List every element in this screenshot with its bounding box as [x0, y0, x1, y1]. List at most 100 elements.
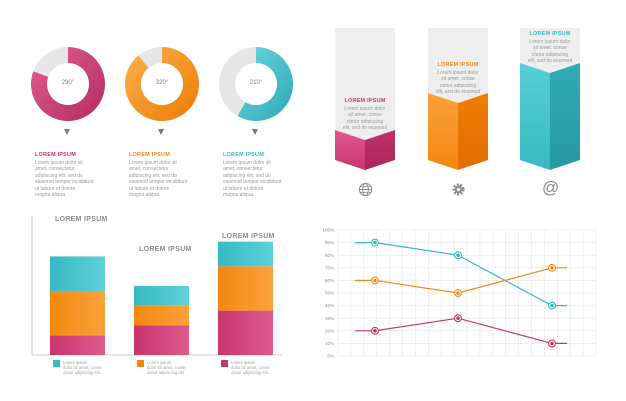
- donut-arc-2: [125, 47, 200, 122]
- pointer-icon: [252, 129, 258, 135]
- stacked-bar-segment: [218, 266, 273, 311]
- stacked-heading-1: LOREM IPSUM: [55, 216, 108, 223]
- data-point: [456, 316, 460, 320]
- banner-line: Lorem ipsum dolor: [437, 70, 479, 76]
- caption-line: ut labore et dolore: [35, 185, 76, 192]
- banner-line: ctetur adipiscing: [531, 51, 569, 58]
- banner-1-card: [335, 28, 395, 140]
- banner-2-text: LOREM IPSUM Lorem ipsum dolor sit amet, …: [428, 62, 488, 96]
- caption-line: Lorem ipsum dolor sit: [35, 160, 83, 166]
- legend-line: ctetur adipiscing elit: [63, 370, 100, 375]
- caption-line: magna aliqua.: [129, 192, 161, 199]
- banner-line: ctetur adipiscing: [346, 118, 384, 125]
- donut-hole: [141, 63, 183, 105]
- pointer-icon: [158, 129, 164, 135]
- banner-3-text: LOREM IPSUM Lorem ipsum dolor sit amet, …: [520, 31, 580, 65]
- legend-line: ctetur adipiscing elit: [231, 370, 268, 375]
- data-point: [456, 291, 460, 295]
- caption-line: amet, consectetur: [223, 166, 263, 173]
- banner-line: sit amet, conse: [533, 45, 567, 52]
- data-point: [550, 266, 554, 270]
- donut-arc-3: [237, 47, 293, 121]
- legend-swatch: [137, 360, 144, 367]
- legend-item-2: Lorem ipsum dolor sit amet, conse ctetur…: [137, 360, 186, 375]
- banner-2-card: [428, 28, 488, 103]
- banner-graphics: [335, 28, 580, 170]
- banner-3-right-face: [550, 63, 580, 170]
- banner-line: elit, sed do eiusmod: [342, 125, 388, 132]
- donut-caption-3: LOREM IPSUM Lorem ipsum dolor sit amet, …: [223, 152, 303, 198]
- caption-line: adipiscing elit, sed do: [223, 172, 271, 179]
- legend-line: Lorem ipsum: [147, 360, 172, 365]
- data-point: [550, 341, 554, 346]
- pointer-icon: [64, 129, 70, 135]
- stacked-bar-segment: [134, 305, 189, 326]
- banner-title: LOREM IPSUM: [437, 62, 479, 68]
- banner-line: sit amet, conse: [441, 76, 475, 83]
- caption-line: ut labore et dolore: [129, 185, 170, 192]
- stacked-heading-2: LOREM IPSUM: [139, 246, 192, 253]
- caption-line: magna aliqua.: [223, 192, 255, 199]
- banner-1-right-face: [365, 130, 395, 170]
- donut-arc-1: [31, 47, 106, 121]
- y-tick-label: 60%: [325, 278, 334, 283]
- caption-line: Lorem ipsum dolor sit: [223, 160, 271, 166]
- series-line-1: [355, 242, 567, 307]
- legend-line: dolor sit amet, conse: [63, 365, 102, 370]
- donut-label-3: 210°: [249, 80, 263, 86]
- y-tick-label: 80%: [325, 253, 334, 258]
- caption-line: magna aliqua.: [35, 192, 67, 199]
- legend-line: dolor sit amet, conse: [147, 365, 186, 370]
- stacked-bar-segment: [218, 310, 273, 355]
- stacked-bar-segment: [50, 256, 105, 291]
- banner-2-right-face: [458, 93, 488, 170]
- y-tick-label: 90%: [325, 240, 334, 245]
- donut-charts: [31, 47, 293, 122]
- legend-line: ctetur adipiscing elit: [147, 370, 184, 375]
- y-tick-label: 20%: [325, 328, 334, 333]
- at-sign-icon: @: [542, 178, 560, 197]
- data-point: [373, 278, 377, 283]
- donut-label-2: 320°: [155, 80, 169, 86]
- caption-line: adipiscing elit, sed do: [35, 172, 83, 179]
- banner-3-card: [520, 28, 580, 73]
- globe-icon: [358, 182, 373, 197]
- donut-hole: [47, 63, 89, 105]
- data-point: [373, 240, 377, 245]
- caption-line: amet, consectetur: [35, 166, 75, 173]
- y-tick-label: 0%: [327, 354, 334, 359]
- banner-line: Lorem ipsum dolor: [344, 106, 386, 112]
- banner-line: elit, sed do eiusmod: [435, 89, 481, 96]
- banner-line: elit, sed do eiusmod: [527, 58, 573, 65]
- legend-swatch: [221, 360, 228, 367]
- stacked-bar-chart: [31, 216, 282, 356]
- banner-title: LOREM IPSUM: [529, 31, 571, 37]
- caption-line: ut labore et dolore: [223, 185, 264, 192]
- donut-caption-1: LOREM IPSUM Lorem ipsum dolor sit amet, …: [35, 152, 115, 198]
- banner-line: sit amet, conse: [348, 112, 382, 119]
- stacked-bar-segment: [50, 335, 105, 355]
- banner-2-left-face: [428, 93, 458, 170]
- caption-line: eiusmod tempor incididunt: [223, 179, 282, 186]
- donut-hole: [235, 63, 277, 105]
- caption-line: amet, consectetur: [129, 166, 169, 173]
- y-tick-label: 50%: [325, 291, 334, 296]
- banner-1-text: LOREM IPSUM Lorem ipsum dolor sit amet, …: [335, 98, 395, 132]
- gear-icon: [452, 183, 465, 196]
- legend-item-3: Lorem ipsum dolor sit amet, conse ctetur…: [221, 360, 270, 375]
- donut-caption-2: LOREM IPSUM Lorem ipsum dolor sit amet, …: [129, 152, 209, 198]
- stacked-bar-segment: [134, 325, 189, 355]
- legend-line: Lorem ipsum: [63, 360, 88, 365]
- banner-line: ctetur adipiscing: [439, 82, 477, 89]
- caption-line: eiusmod tempor incididunt: [35, 179, 94, 186]
- legend-item-1: Lorem ipsum dolor sit amet, conse ctetur…: [53, 360, 102, 375]
- y-tick-label: 30%: [325, 316, 334, 321]
- banner-1-left-face: [335, 130, 365, 170]
- y-tick-label: 100%: [322, 228, 334, 233]
- caption-line: adipiscing elit, sed do: [129, 172, 177, 179]
- stacked-bar-segment: [218, 241, 273, 267]
- stacked-bar-segment: [134, 286, 189, 306]
- y-tick-label: 10%: [325, 341, 334, 346]
- y-tick-label: 70%: [325, 265, 334, 270]
- donut-label-1: 290°: [61, 80, 75, 86]
